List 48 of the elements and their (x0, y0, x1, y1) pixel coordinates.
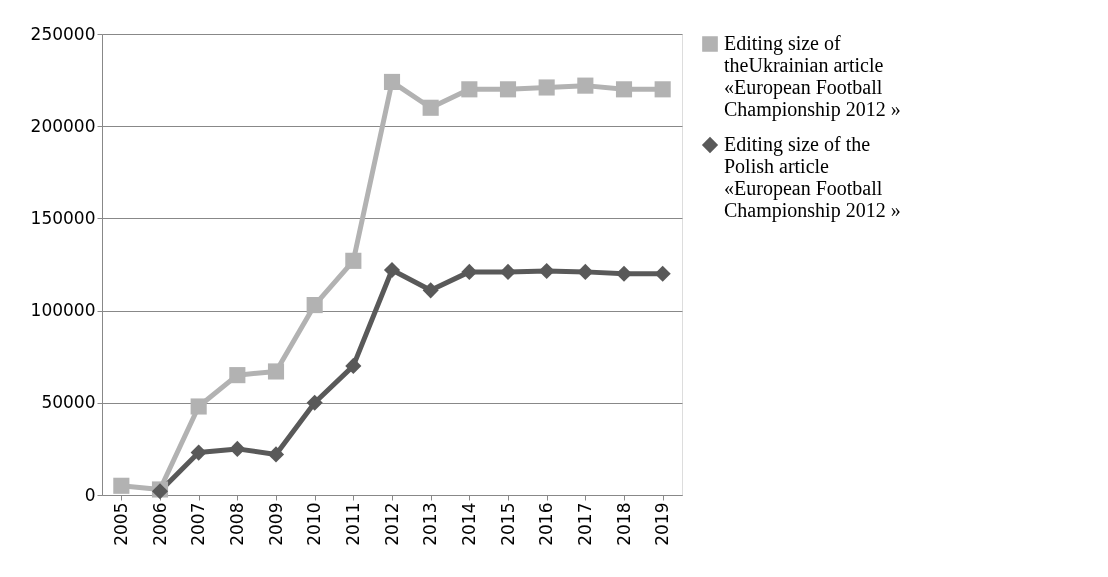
x-tick-label: 2006 (149, 502, 170, 546)
y-tick-label: 100000 (30, 300, 96, 321)
point (538, 79, 555, 96)
point (267, 363, 285, 380)
point (306, 394, 323, 411)
x-tick-label: 2014 (458, 502, 479, 546)
point (615, 81, 633, 98)
x-tick-label: 2005 (110, 502, 131, 546)
point (654, 81, 671, 98)
x-tick-label: 2009 (265, 502, 286, 546)
x-tick-label: 2008 (226, 502, 247, 546)
legend-label: Editing size of the Polish article «European Football Championship 2012 » (724, 133, 901, 222)
x-tick-label: 2011 (342, 502, 363, 546)
point (654, 265, 671, 282)
point (383, 73, 401, 91)
point (113, 477, 130, 494)
point (229, 367, 246, 384)
x-tick-label: 2007 (188, 502, 209, 546)
point (538, 262, 555, 280)
point (499, 81, 517, 98)
x-tick-label: 2012 (381, 502, 402, 546)
y-tick-label: 200000 (30, 115, 96, 136)
point (461, 263, 478, 280)
point (267, 446, 285, 463)
point (190, 398, 207, 415)
point (345, 252, 362, 269)
y-tick-label: 50000 (41, 392, 96, 413)
y-tick-label: 250000 (30, 23, 96, 44)
point (461, 81, 478, 98)
x-tick-label: 2019 (652, 502, 673, 546)
point (577, 77, 594, 94)
x-tick-label: 2013 (420, 502, 441, 546)
x-tick-label: 2017 (574, 502, 595, 546)
point (422, 282, 439, 299)
point (345, 357, 362, 374)
point (383, 261, 401, 279)
point (422, 99, 439, 116)
x-tick-label: 2010 (304, 502, 325, 546)
y-tick-label: 150000 (30, 207, 96, 228)
x-tick-label: 2015 (497, 502, 518, 546)
point (577, 263, 594, 280)
x-tick-label: 2018 (613, 502, 634, 546)
point (229, 440, 246, 457)
x-tick-label: 2016 (536, 502, 557, 546)
point (190, 444, 207, 461)
point (306, 297, 323, 314)
y-tick-label: 0 (84, 484, 96, 505)
legend-label: Editing size of theUkrainian article «European Football Championship 2012 » (724, 32, 901, 121)
